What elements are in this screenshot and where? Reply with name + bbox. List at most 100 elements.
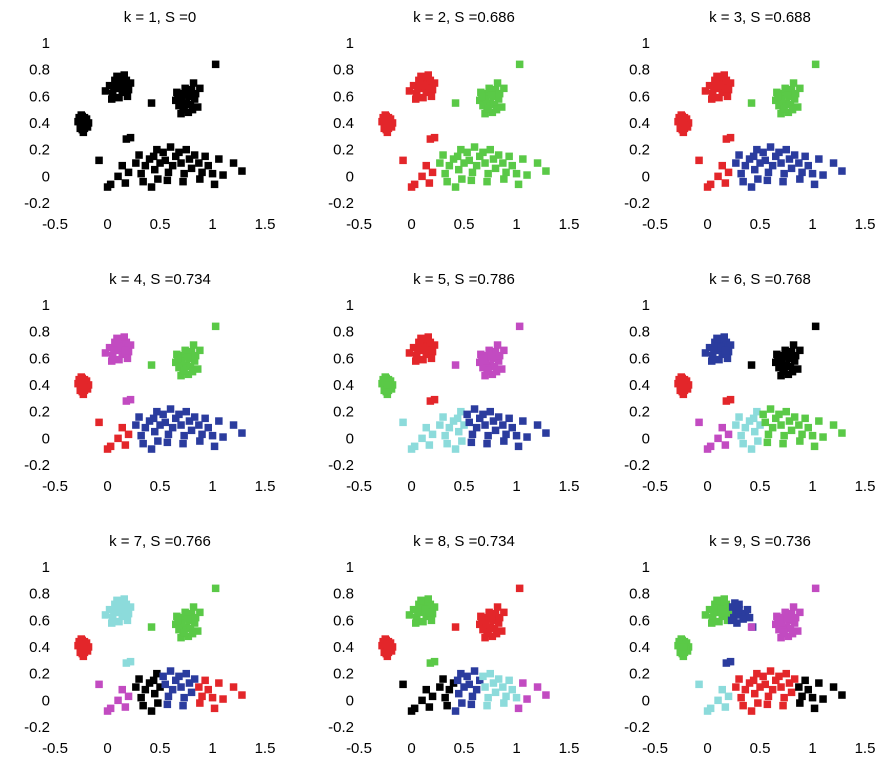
- scatter-point: [808, 169, 817, 178]
- scatter-point: [175, 625, 183, 634]
- scatter-point: [74, 379, 82, 388]
- scatter-point: [721, 441, 730, 449]
- scatter-point: [741, 161, 750, 170]
- scatter-point: [412, 619, 420, 627]
- scatter-point: [533, 421, 542, 429]
- scatter-point: [749, 414, 758, 423]
- scatter-point: [380, 124, 388, 133]
- scatter-point: [764, 168, 773, 177]
- scatter-point: [717, 605, 725, 614]
- scatter-point: [819, 171, 827, 179]
- scatter-point: [76, 124, 84, 133]
- points-group: [74, 322, 246, 453]
- scatter-point: [190, 151, 199, 159]
- scatter-point: [502, 692, 510, 701]
- scatter-point: [775, 672, 783, 681]
- subplot-k1: k = 1, S =0 -0.2 0 0.2 0.4 0.6 0.8 1 -0.5 0 0.5 1 1.…: [0, 0, 290, 255]
- scatter-point: [190, 675, 199, 683]
- scatter-point: [465, 418, 473, 427]
- scatter-point: [443, 439, 451, 448]
- scatter-point: [164, 430, 173, 439]
- scatter-point: [798, 692, 806, 701]
- scatter-point: [804, 423, 812, 432]
- scatter-point: [705, 343, 714, 352]
- y-tick-label: 0: [642, 168, 650, 185]
- scatter-point: [533, 683, 542, 691]
- subplot-k2: k = 2, S =0.686 -0.2 0 0.2 0.4 0.6 0.8 1 -0.5 0 0.…: [304, 0, 594, 255]
- x-tick-label: 1: [512, 216, 520, 233]
- x-tick-label: 0: [407, 216, 415, 233]
- scatter-point: [416, 603, 424, 611]
- scatter-point: [777, 421, 785, 429]
- scatter-point: [191, 351, 200, 360]
- scatter-point: [175, 410, 183, 419]
- scatter-point: [172, 152, 180, 161]
- scatter-point: [782, 623, 790, 631]
- y-tick-label: 0.6: [333, 88, 354, 105]
- scatter-point: [106, 442, 115, 451]
- scatter-point: [491, 347, 500, 356]
- points-group: [378, 60, 550, 191]
- scatter-point: [741, 423, 750, 432]
- scatter-point: [132, 421, 140, 429]
- scatter-point: [494, 675, 503, 683]
- scatter-point: [775, 148, 783, 157]
- scatter-point: [726, 341, 735, 349]
- scatter-point: [174, 354, 182, 363]
- scatter-point: [174, 616, 182, 625]
- scatter-point: [139, 439, 147, 448]
- y-tick-label: 0.6: [629, 612, 650, 629]
- x-tick-label: 0: [407, 740, 415, 757]
- scatter-point: [804, 161, 812, 170]
- scatter-point: [788, 367, 797, 376]
- y-tick-label: 0.4: [29, 377, 50, 394]
- scatter-point: [838, 691, 846, 699]
- scatter-point: [460, 159, 468, 167]
- scatter-point: [763, 438, 772, 447]
- scatter-point: [163, 700, 172, 709]
- scatter-point: [777, 683, 785, 691]
- x-tick-label: -0.5: [42, 216, 68, 233]
- scatter-point: [494, 413, 503, 421]
- scatter-point: [135, 413, 143, 421]
- scatter-point: [733, 619, 741, 627]
- scatter-point: [238, 167, 246, 175]
- scatter-point: [439, 413, 447, 421]
- scatter-point: [449, 417, 458, 425]
- scatter-point: [519, 155, 527, 163]
- scatter-point: [463, 148, 471, 157]
- scatter-point: [519, 417, 527, 425]
- scatter-point: [829, 683, 838, 691]
- scatter-point: [419, 93, 427, 102]
- scatter-point: [794, 365, 802, 373]
- scatter-point: [786, 624, 795, 633]
- scatter-point: [118, 161, 126, 170]
- scatter-point: [790, 357, 799, 365]
- scatter-point: [166, 667, 175, 675]
- scatter-point: [784, 370, 793, 379]
- scatter-point: [789, 79, 798, 87]
- scatter-point: [710, 608, 718, 617]
- y-tick-label: 0.2: [333, 404, 354, 421]
- scatter-point: [118, 88, 126, 97]
- scatter-point: [378, 117, 386, 126]
- scatter-point: [717, 81, 725, 90]
- scatter-point: [117, 343, 125, 352]
- scatter-point: [735, 151, 743, 159]
- scatter-point: [491, 164, 500, 173]
- y-tick-label: 1: [42, 559, 50, 576]
- scatter-point: [514, 704, 523, 713]
- scatter-point: [811, 60, 820, 69]
- scatter-point: [737, 693, 745, 702]
- scatter-point: [149, 414, 158, 423]
- x-tick-label: 1: [808, 740, 816, 757]
- scatter-point: [425, 703, 434, 711]
- y-tick-label: 0.6: [333, 612, 354, 629]
- scatter-point: [426, 659, 435, 667]
- scatter-point: [489, 679, 498, 687]
- scatter-point: [484, 693, 492, 702]
- scatter-point: [149, 152, 158, 161]
- scatter-point: [173, 350, 181, 359]
- scatter-point: [196, 608, 204, 617]
- x-tick-label: 0: [703, 478, 711, 495]
